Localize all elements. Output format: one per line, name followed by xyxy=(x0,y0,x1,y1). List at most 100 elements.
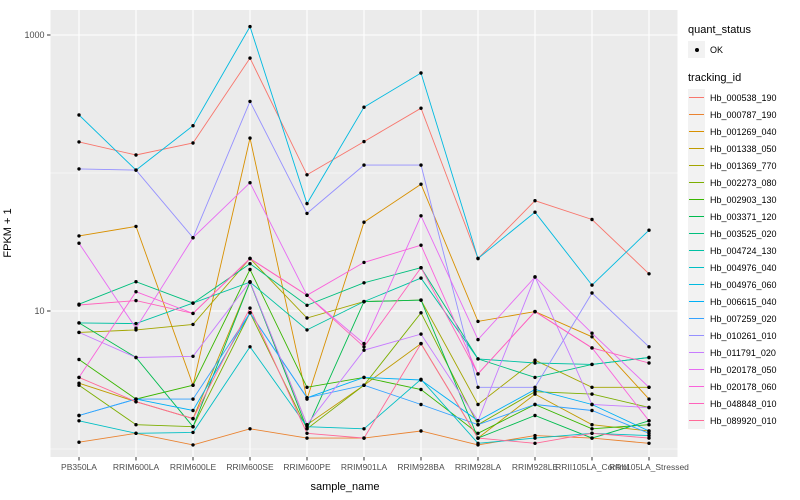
legend-key-line xyxy=(688,395,705,412)
series-color-line-icon xyxy=(689,352,704,354)
data-point xyxy=(419,163,423,167)
x-tick-label: RRII105LA_Control xyxy=(555,462,629,472)
data-point xyxy=(533,210,537,214)
data-point xyxy=(533,436,537,440)
data-point xyxy=(647,355,651,360)
data-point xyxy=(362,345,366,349)
data-point xyxy=(362,436,366,440)
data-point xyxy=(191,383,195,387)
legend-label: Hb_002273_080 xyxy=(710,177,777,188)
legend-label: Hb_004724_130 xyxy=(710,245,777,256)
series-color-line-icon xyxy=(689,148,704,150)
series-color-line-icon xyxy=(689,403,704,405)
series-color-line-icon xyxy=(689,182,704,184)
x-tick-label: RRII105LA_Stressed xyxy=(609,462,689,472)
x-tick-label: RRIM928LE xyxy=(512,462,559,472)
data-point xyxy=(134,355,138,360)
legend-key-line xyxy=(688,344,705,361)
data-point xyxy=(362,427,366,431)
legend-entry-Hb_002903_130: Hb_002903_130 xyxy=(688,191,800,208)
data-point xyxy=(647,423,651,427)
data-point xyxy=(305,316,309,320)
series-color-line-icon xyxy=(689,386,704,388)
data-point xyxy=(134,423,138,427)
legend-entry-Hb_007259_020: Hb_007259_020 xyxy=(688,310,800,327)
x-tick-label: RRIM600LE xyxy=(170,462,217,472)
data-point xyxy=(191,301,195,305)
legend-tracking-id: tracking_id Hb_000538_190 Hb_000787_190 Hb… xyxy=(688,72,800,429)
data-point xyxy=(647,436,651,440)
data-point xyxy=(134,280,138,284)
data-point xyxy=(305,303,309,307)
data-point xyxy=(647,405,651,410)
data-point xyxy=(419,402,423,407)
series-color-line-icon xyxy=(689,165,704,167)
data-point xyxy=(476,436,480,440)
series-color-line-icon xyxy=(689,301,704,303)
data-point xyxy=(476,402,480,407)
legend-entry-Hb_089920_010: Hb_089920_010 xyxy=(688,412,800,429)
legend-label: Hb_020178_050 xyxy=(710,364,777,375)
data-point xyxy=(77,413,81,418)
data-point xyxy=(419,378,423,382)
data-point xyxy=(77,440,81,444)
legend-entry-Hb_020178_060: Hb_020178_060 xyxy=(688,378,800,395)
legend-entry-Hb_003371_120: Hb_003371_120 xyxy=(688,208,800,225)
data-point xyxy=(248,99,252,104)
data-point xyxy=(305,201,309,206)
x-tick-label: PB350LA xyxy=(61,462,97,472)
data-point xyxy=(476,385,480,389)
data-point xyxy=(77,383,81,387)
data-point xyxy=(590,402,594,407)
data-point xyxy=(590,392,594,396)
data-point xyxy=(248,181,252,185)
data-point xyxy=(362,163,366,167)
data-point xyxy=(590,431,594,435)
data-point xyxy=(191,311,195,316)
data-point xyxy=(248,306,252,310)
legend-key-line xyxy=(688,412,705,429)
legend-entry-Hb_020178_050: Hb_020178_050 xyxy=(688,361,800,378)
legend-label: Hb_006615_040 xyxy=(710,296,777,307)
data-point xyxy=(362,139,366,144)
data-point xyxy=(533,361,537,365)
data-point xyxy=(647,441,651,445)
data-point xyxy=(362,375,366,380)
data-point xyxy=(191,425,195,429)
data-point xyxy=(248,56,252,60)
data-point xyxy=(647,361,651,365)
data-point xyxy=(590,436,594,440)
data-point xyxy=(248,345,252,349)
data-point xyxy=(419,243,423,247)
legend-key-line xyxy=(688,123,705,140)
data-point xyxy=(419,429,423,433)
data-point xyxy=(419,182,423,186)
data-point xyxy=(362,383,366,387)
data-point xyxy=(647,419,651,423)
data-point xyxy=(533,309,537,314)
data-point xyxy=(191,236,195,240)
data-point xyxy=(248,280,252,284)
data-point xyxy=(134,298,138,303)
data-point xyxy=(134,290,138,294)
data-point xyxy=(191,354,195,358)
data-point xyxy=(590,427,594,431)
data-point xyxy=(134,224,138,229)
legend-title-tracking-id: tracking_id xyxy=(688,72,742,84)
data-point xyxy=(77,234,81,238)
data-point xyxy=(305,423,309,427)
data-point xyxy=(362,105,366,109)
data-point xyxy=(191,416,195,421)
data-point xyxy=(590,335,594,339)
legend-label: Hb_007259_020 xyxy=(710,313,777,324)
legend-key-line xyxy=(688,106,705,123)
data-point xyxy=(419,71,423,75)
data-point xyxy=(305,293,309,297)
data-point xyxy=(191,322,195,327)
data-point xyxy=(533,441,537,445)
data-point xyxy=(647,385,651,389)
data-point xyxy=(77,419,81,423)
data-point xyxy=(134,326,138,330)
legend-label: Hb_011791_020 xyxy=(710,347,776,358)
legend-key-line xyxy=(688,361,705,378)
